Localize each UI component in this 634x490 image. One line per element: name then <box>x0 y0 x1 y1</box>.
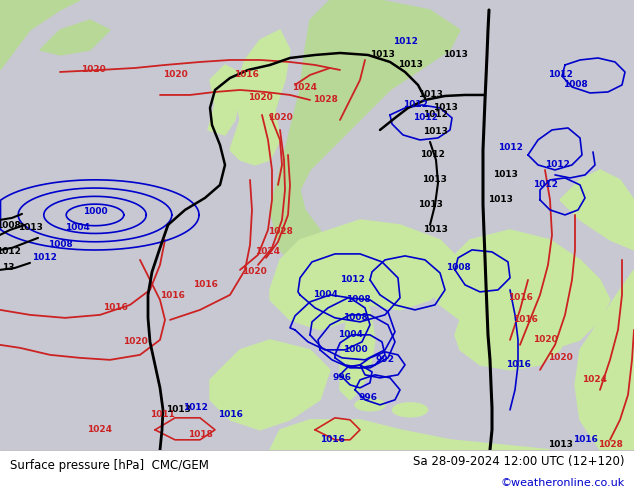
Text: 1000: 1000 <box>82 207 107 217</box>
Text: 1013: 1013 <box>423 127 448 136</box>
Text: ©weatheronline.co.uk: ©weatheronline.co.uk <box>500 478 624 488</box>
Text: 1012: 1012 <box>533 180 557 190</box>
Text: 13: 13 <box>2 264 14 272</box>
Text: 1008: 1008 <box>562 80 587 90</box>
Text: 1028: 1028 <box>268 227 292 236</box>
Text: 996: 996 <box>332 373 351 382</box>
Text: 996: 996 <box>358 393 377 402</box>
Text: 1028: 1028 <box>598 441 623 449</box>
Polygon shape <box>270 230 380 330</box>
Polygon shape <box>340 285 375 400</box>
Text: Sa 28-09-2024 12:00 UTC (12+120): Sa 28-09-2024 12:00 UTC (12+120) <box>413 455 624 467</box>
Text: 1012: 1012 <box>420 150 444 159</box>
Text: 1013: 1013 <box>165 405 190 415</box>
Text: 1013: 1013 <box>422 175 446 184</box>
Text: 1012: 1012 <box>392 37 417 47</box>
Text: 1012: 1012 <box>413 114 437 122</box>
Text: 1016: 1016 <box>160 292 184 300</box>
Text: 1020: 1020 <box>533 335 557 344</box>
Text: 1012: 1012 <box>183 403 207 413</box>
Polygon shape <box>0 0 80 70</box>
Text: 1011: 1011 <box>150 410 174 419</box>
Text: 1024: 1024 <box>583 375 607 384</box>
Text: 1016: 1016 <box>508 294 533 302</box>
Text: 1013: 1013 <box>548 441 573 449</box>
Text: 1020: 1020 <box>248 94 273 102</box>
Text: 1013: 1013 <box>493 171 517 179</box>
Text: 1013: 1013 <box>370 50 394 59</box>
Text: 1013: 1013 <box>18 223 42 232</box>
Polygon shape <box>270 0 460 270</box>
Text: 1012: 1012 <box>548 71 573 79</box>
Polygon shape <box>560 170 634 250</box>
Text: 1012: 1012 <box>423 110 448 120</box>
Text: 1008: 1008 <box>0 221 20 230</box>
Text: 1013: 1013 <box>488 196 512 204</box>
Polygon shape <box>40 20 110 55</box>
Polygon shape <box>575 270 634 450</box>
Text: 1013: 1013 <box>418 200 443 209</box>
Text: 1016: 1016 <box>233 71 259 79</box>
Text: 1020: 1020 <box>81 66 105 74</box>
Text: 1016: 1016 <box>103 303 127 313</box>
Text: 1008: 1008 <box>48 241 72 249</box>
Text: 1000: 1000 <box>343 345 367 354</box>
Polygon shape <box>300 220 460 310</box>
Text: 1016: 1016 <box>505 360 531 369</box>
Text: 1012: 1012 <box>498 144 522 152</box>
Polygon shape <box>210 340 330 430</box>
Text: 1016: 1016 <box>193 280 217 290</box>
Text: 1008: 1008 <box>346 295 370 304</box>
Text: 1012: 1012 <box>545 160 569 170</box>
Polygon shape <box>230 30 290 165</box>
Text: 1008: 1008 <box>446 264 470 272</box>
Text: 1018: 1018 <box>188 430 212 440</box>
Text: 1013: 1013 <box>432 103 458 113</box>
Text: 1012: 1012 <box>340 275 365 284</box>
Text: 1024: 1024 <box>292 83 318 93</box>
Ellipse shape <box>355 399 385 411</box>
Ellipse shape <box>392 403 427 417</box>
Text: 1013: 1013 <box>418 91 443 99</box>
Text: 1020: 1020 <box>548 353 573 363</box>
Polygon shape <box>430 230 610 350</box>
Text: 1020: 1020 <box>122 337 147 346</box>
Text: 1008: 1008 <box>342 314 367 322</box>
Text: 1020: 1020 <box>268 114 292 122</box>
Text: 1012: 1012 <box>403 100 427 109</box>
Text: 1013: 1013 <box>398 60 422 70</box>
Text: 1016: 1016 <box>573 435 597 444</box>
Text: 1004: 1004 <box>337 330 363 340</box>
Polygon shape <box>270 420 550 450</box>
Text: 1024: 1024 <box>87 425 112 434</box>
Text: 1013: 1013 <box>443 50 467 59</box>
Text: 1012: 1012 <box>0 247 20 256</box>
Text: 1013: 1013 <box>423 225 448 234</box>
Text: 1020: 1020 <box>163 71 188 79</box>
Text: Surface pressure [hPa]  CMC/GEM: Surface pressure [hPa] CMC/GEM <box>10 459 209 471</box>
Text: 1012: 1012 <box>32 253 56 263</box>
Text: 1004: 1004 <box>313 291 337 299</box>
Text: 1016: 1016 <box>320 435 344 444</box>
Text: 1024: 1024 <box>256 247 280 256</box>
Text: 1004: 1004 <box>65 223 89 232</box>
Polygon shape <box>208 65 240 135</box>
Text: 1028: 1028 <box>313 96 337 104</box>
Text: 1016: 1016 <box>217 410 242 419</box>
Text: 1016: 1016 <box>512 316 538 324</box>
Text: 1020: 1020 <box>242 268 266 276</box>
Text: 992: 992 <box>375 355 394 365</box>
Polygon shape <box>455 290 570 370</box>
